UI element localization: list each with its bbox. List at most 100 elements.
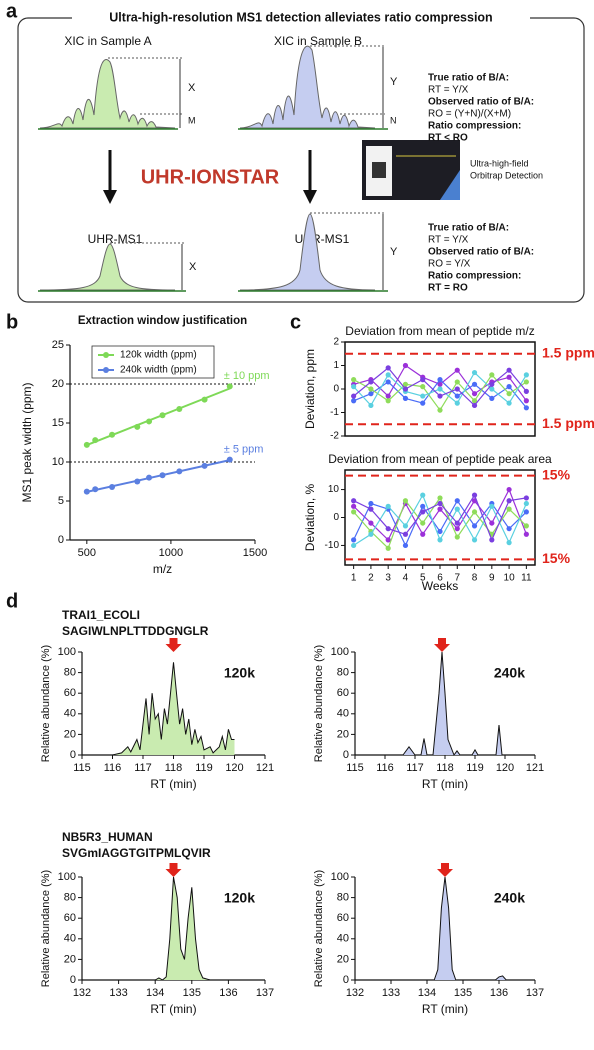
y-tick-label: 10 [328,484,340,495]
ratio-line: RT = Y/X [428,235,469,246]
y-axis-label: Deviation, % [303,483,317,551]
point [454,498,460,504]
resolution-label: 120k [224,665,255,681]
point [471,398,478,404]
point [523,495,529,501]
point [402,542,409,549]
y-tick-label: 0 [58,534,64,546]
threshold-label: 1.5 ppm [542,344,594,360]
x-tick-label: 137 [526,987,544,999]
x-axis-label: RT (min) [150,1002,196,1016]
point [437,381,443,387]
point [471,402,478,409]
x-tick-label: 10 [504,573,516,584]
ratio-line: True ratio of B/A: [428,73,509,84]
peptide-seq: SVGmIAGGTGITPMLQVIR [62,846,211,860]
y-tick-label: 25 [52,339,64,351]
x-tick-label: 1 [351,573,357,584]
highlight-arrow [437,863,453,877]
point [437,528,443,535]
trace [136,876,211,981]
point [523,509,529,515]
point [523,500,529,507]
point [420,384,426,390]
point [134,478,141,485]
point [506,374,512,380]
x-tick-label: 137 [256,987,274,999]
y-axis-label: Relative abundance (%) [313,870,325,987]
y-tick-label: 20 [337,728,349,740]
point [176,405,183,412]
point [109,483,116,490]
y-axis-label: Deviation, ppm [303,349,317,429]
uhr-b: Y [238,212,398,292]
point [402,362,409,369]
ratio-line: RT = RO [428,283,468,294]
x-tick-label: 133 [109,987,127,999]
point [351,398,357,404]
ratio-line: Ratio compression: [428,271,521,282]
x-tick-label: 134 [146,987,164,999]
ratio-line: RT < RO [428,133,468,144]
point [437,377,443,383]
point [226,456,233,463]
point [506,540,512,546]
point [506,498,512,504]
x-tick-label: 6 [437,573,443,584]
y-tick-label: 60 [64,912,76,924]
x-axis-label: RT (min) [422,777,468,791]
point [523,405,529,411]
x-tick-label: 118 [165,762,183,774]
point [471,509,478,515]
peak [39,243,176,291]
x-axis-label: RT (min) [150,777,196,791]
x-tick-label: 117 [406,762,424,774]
point [368,500,374,507]
point [402,395,409,401]
y-tick-label: 80 [64,667,76,679]
x-tick-label: 120 [496,762,514,774]
point [146,418,153,425]
point [402,386,409,392]
x-axis-label: Weeks [422,579,458,593]
y-tick-label: 20 [337,953,349,965]
protein-name: NB5R3_HUMAN [62,830,153,844]
point [351,542,357,549]
point [385,537,391,543]
measure-label: X [189,261,197,273]
xic-b: Y N [238,45,398,130]
point [489,372,495,378]
legend-label: 240k width (ppm) [120,365,197,376]
peptide-seq: SAGIWLNPLTTDDGNGLR [62,624,209,638]
x-tick-label: 134 [418,987,436,999]
x-tick-label: 119 [466,762,484,774]
y-axis-label: Relative abundance (%) [40,645,52,762]
point [437,495,443,501]
y-tick-label: 20 [64,728,76,740]
ratio-line: Observed ratio of B/A: [428,247,534,258]
fit-line [86,387,231,447]
resolution-label: 120k [224,890,255,906]
chart-title: Deviation from mean of peptide m/z [345,324,534,338]
y-tick-label: 0 [70,749,76,761]
point [368,520,374,526]
x-tick-label: 132 [346,987,364,999]
y-tick-label: 100 [331,871,349,883]
point [437,537,443,543]
ratio-line: Observed ratio of B/A: [428,97,534,108]
y-tick-label: 40 [337,933,349,945]
y-axis-label: MS1 peak width (ppm) [20,382,34,502]
point [420,400,426,406]
point [385,545,391,551]
point [159,472,166,479]
y-tick-label: 0 [333,384,339,395]
point [351,503,357,509]
point [420,393,426,399]
uhr-a: X [38,242,197,292]
point [92,437,99,444]
point [489,537,495,543]
point [523,372,529,378]
instrument-label: Orbitrap Detection [470,170,543,180]
point [454,526,460,532]
